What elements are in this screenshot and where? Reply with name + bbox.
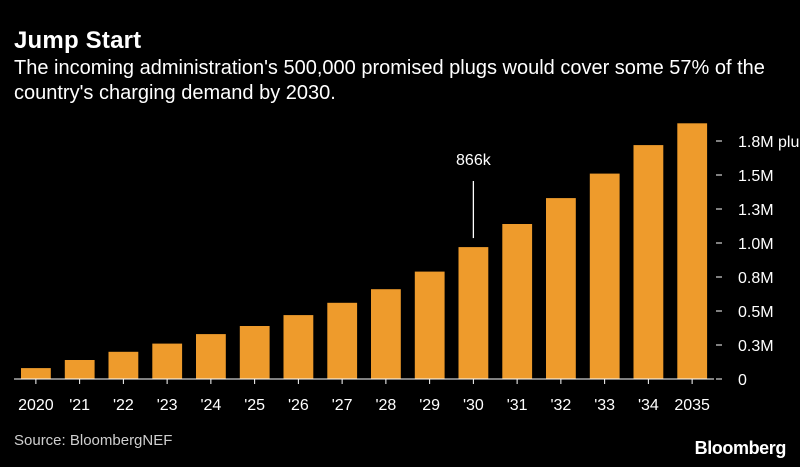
y-tick-label-5: 1.3M [738, 202, 774, 219]
bar-11 [502, 224, 533, 379]
chart-subtitle: The incoming administration's 500,000 pr… [14, 57, 765, 104]
bar-15 [677, 123, 708, 379]
x-tick-label-9: '29 [419, 397, 440, 414]
x-tick-label-2: '22 [113, 397, 134, 414]
x-tick-label-11: '31 [507, 397, 528, 414]
x-tick-label-1: '21 [69, 397, 90, 414]
bar-4 [196, 334, 226, 379]
chart-title: Jump Start [14, 27, 142, 54]
x-tick-label-7: '27 [332, 397, 353, 414]
bar-6 [283, 315, 314, 379]
bar-0 [21, 368, 51, 379]
x-tick-label-12: '32 [550, 397, 571, 414]
x-tick-label-6: '26 [288, 397, 309, 414]
x-tick-label-0: 2020 [18, 397, 54, 414]
y-tick-label-6: 1.5M [738, 168, 774, 185]
y-tick-label-2: 0.5M [738, 304, 774, 321]
bar-14 [633, 145, 664, 379]
x-tick-label-3: '23 [157, 397, 178, 414]
bar-8 [371, 289, 401, 379]
bar-2 [108, 351, 139, 379]
x-tick-label-10: '30 [463, 397, 484, 414]
x-tick-label-13: '33 [594, 397, 615, 414]
annotation-label-0: 866k [456, 152, 492, 169]
bloomberg-logo: Bloomberg [694, 438, 787, 458]
bar-13 [589, 173, 620, 379]
x-tick-label-8: '28 [375, 397, 396, 414]
y-tick-label-0: 0 [738, 372, 747, 389]
bar-3 [152, 343, 183, 379]
bar-1 [64, 360, 95, 379]
x-tick-label-4: '24 [200, 397, 221, 414]
y-tick-label-3: 0.8M [738, 270, 774, 287]
bar-12 [546, 198, 576, 379]
bar-5 [239, 326, 270, 379]
bar-7 [327, 302, 358, 379]
y-tick-label-1: 0.3M [738, 338, 774, 355]
bar-9 [414, 271, 445, 379]
y-tick-label-7: 1.8M plugs [738, 134, 800, 151]
y-tick-label-4: 1.0M [738, 236, 774, 253]
bar-10 [458, 247, 489, 379]
x-tick-label-15: 2035 [674, 397, 710, 414]
source-note: Source: BloombergNEF [14, 432, 173, 449]
x-tick-label-14: '34 [638, 397, 659, 414]
x-tick-label-5: '25 [244, 397, 265, 414]
